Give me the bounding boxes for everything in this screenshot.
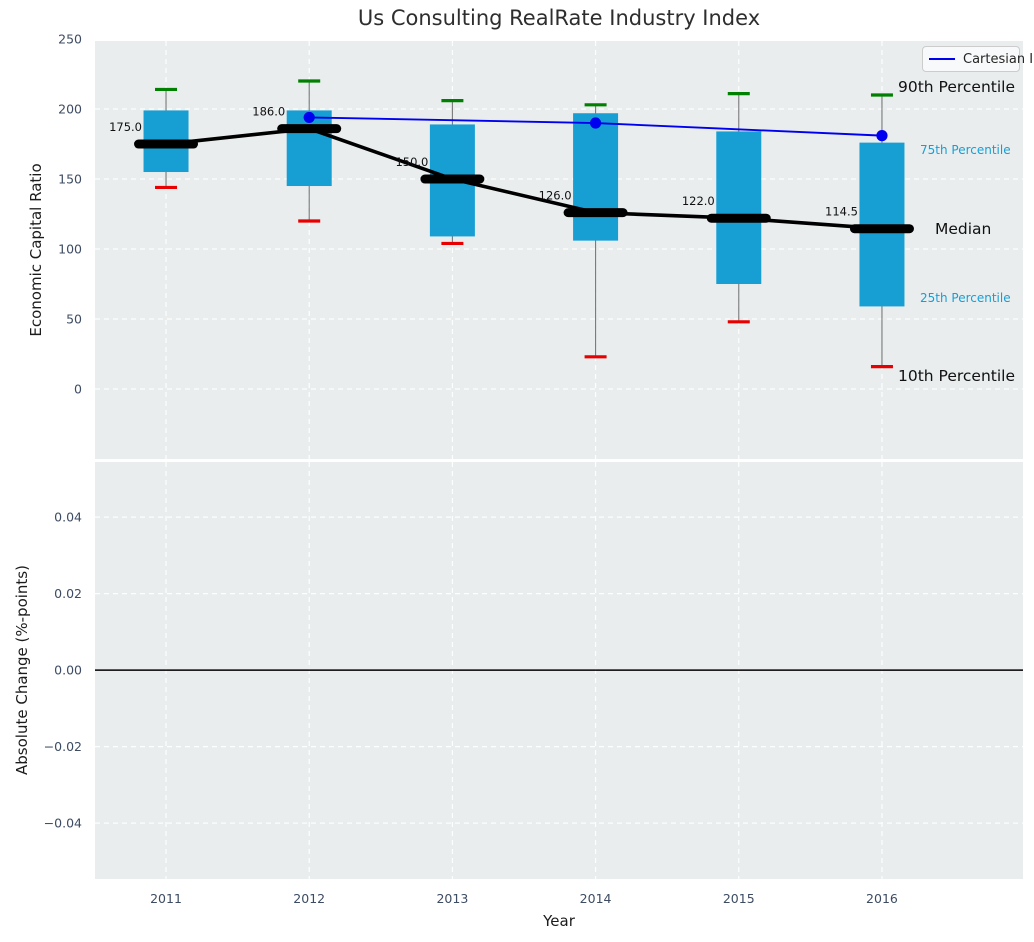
annotation-75th-percentile: 75th Percentile xyxy=(920,142,1011,157)
median-bar-2012 xyxy=(277,124,342,134)
ytick-top-0: 0 xyxy=(74,382,82,397)
annotation-median: Median xyxy=(935,220,992,239)
x-axis-label: Year xyxy=(543,912,575,930)
legend-label: Cartesian Inc xyxy=(963,51,1034,67)
median-bar-2013 xyxy=(420,174,485,184)
ytick-top-50: 50 xyxy=(66,312,82,327)
ytick-bottom--0.04: −0.04 xyxy=(44,816,82,831)
median-bar-2016 xyxy=(849,224,914,234)
median-bar-2011 xyxy=(134,139,199,149)
xtick-2011: 2011 xyxy=(150,891,182,906)
ytick-top-100: 100 xyxy=(58,242,82,257)
y-axis-label-top: Economic Capital Ratio xyxy=(27,163,45,337)
median-value-2011: 175.0 xyxy=(109,120,142,134)
tick-labels: 0 50 100 150 200 250 0.04 0.02 0.00 −0.02 −0.04 201… xyxy=(44,32,898,906)
xtick-2012: 2012 xyxy=(293,891,325,906)
median-bar-2015 xyxy=(706,213,771,223)
ytick-top-150: 150 xyxy=(58,172,82,187)
ytick-bottom-0.02: 0.02 xyxy=(54,586,82,601)
iqr-box-2015 xyxy=(716,131,762,285)
iqr-box-2014 xyxy=(573,113,619,241)
annotation-10th-percentile: 10th Percentile xyxy=(898,367,1016,386)
boxplots xyxy=(143,79,905,369)
ytick-bottom-0: 0.00 xyxy=(54,663,82,678)
ytick-top-250: 250 xyxy=(58,32,82,47)
median-value-2013: 150.0 xyxy=(395,155,428,169)
xtick-2015: 2015 xyxy=(723,891,755,906)
xtick-2013: 2013 xyxy=(436,891,468,906)
median-value-2012: 186.0 xyxy=(252,105,285,119)
annotation-90th-percentile: 90th Percentile xyxy=(898,77,1016,96)
median-value-2015: 122.0 xyxy=(682,194,715,208)
company-marker-2012 xyxy=(303,111,315,124)
ytick-top-200: 200 xyxy=(58,102,82,117)
xtick-2016: 2016 xyxy=(866,891,898,906)
median-value-2016: 114.5 xyxy=(825,205,858,219)
median-value-2014: 126.0 xyxy=(539,189,572,203)
y-axis-label-bottom: Absolute Change (%-points) xyxy=(13,565,31,775)
company-marker-2016 xyxy=(876,130,888,142)
chart-title: Us Consulting RealRate Industry Index xyxy=(357,6,761,30)
annotation-25th-percentile: 25th Percentile xyxy=(920,291,1011,305)
xtick-2014: 2014 xyxy=(580,891,612,906)
legend-line-swatch xyxy=(929,58,955,60)
ytick-bottom--0.02: −0.02 xyxy=(44,739,82,754)
median-bar-2014 xyxy=(563,208,628,218)
legend: Cartesian Inc xyxy=(922,46,1034,72)
ytick-bottom-0.04: 0.04 xyxy=(54,510,82,525)
company-marker-2014 xyxy=(589,117,602,129)
